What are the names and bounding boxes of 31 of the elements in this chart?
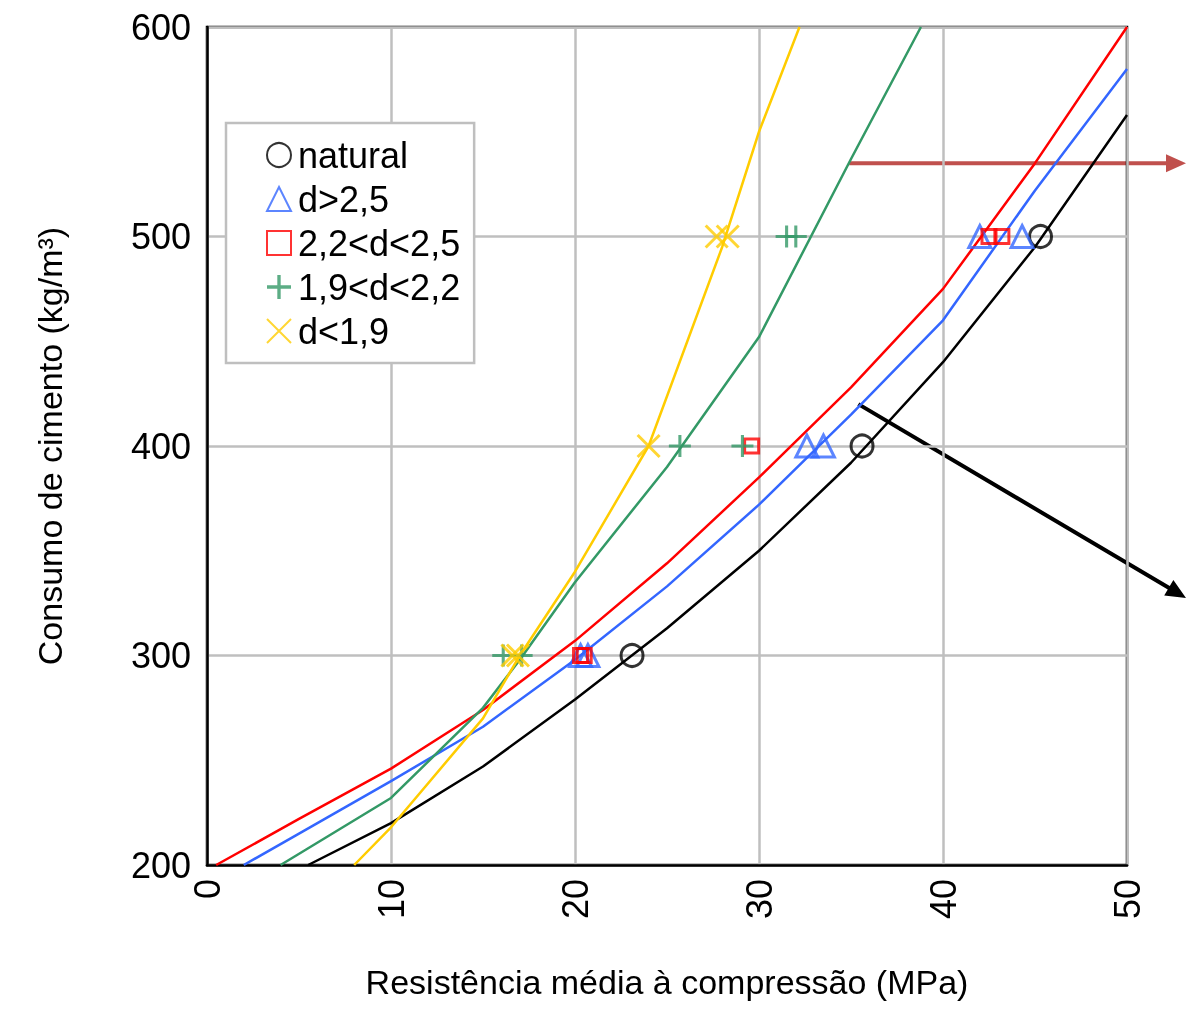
x-tick-label: 30: [738, 879, 780, 920]
point: [704, 224, 730, 249]
point: [810, 433, 836, 459]
point: [743, 437, 761, 455]
y-tick-label: 300: [130, 635, 191, 676]
legend-label: d<1,9: [298, 310, 390, 352]
point: [731, 435, 754, 457]
y-tick-label: 500: [130, 216, 191, 257]
y-tick-label: 400: [130, 425, 191, 467]
point: [668, 435, 691, 457]
point: [980, 228, 998, 245]
point: [784, 225, 807, 248]
legend-label: 1,9<d<2,2: [298, 266, 461, 308]
x-tick-label: 20: [554, 879, 596, 920]
x-tick-label: 40: [922, 879, 964, 920]
point: [619, 643, 645, 668]
point: [993, 228, 1011, 245]
legend-label: natural: [298, 134, 409, 176]
point: [1009, 224, 1035, 249]
y-axis-title: Consumo de cimento (kg/m³): [31, 226, 69, 666]
point: [715, 224, 741, 249]
legend-label: d>2,5: [298, 178, 390, 220]
line-series: [279, 25, 923, 867]
y-tick-label: 600: [130, 6, 191, 48]
x-tick-label: 50: [1106, 879, 1148, 920]
x-tick-label: 10: [370, 879, 412, 920]
point: [794, 433, 820, 459]
point: [499, 643, 525, 668]
x-axis-title: Resistência média à compressão (MPa): [365, 963, 969, 1001]
legend-label: 2,2<d<2,5: [298, 222, 461, 264]
point: [849, 433, 875, 459]
